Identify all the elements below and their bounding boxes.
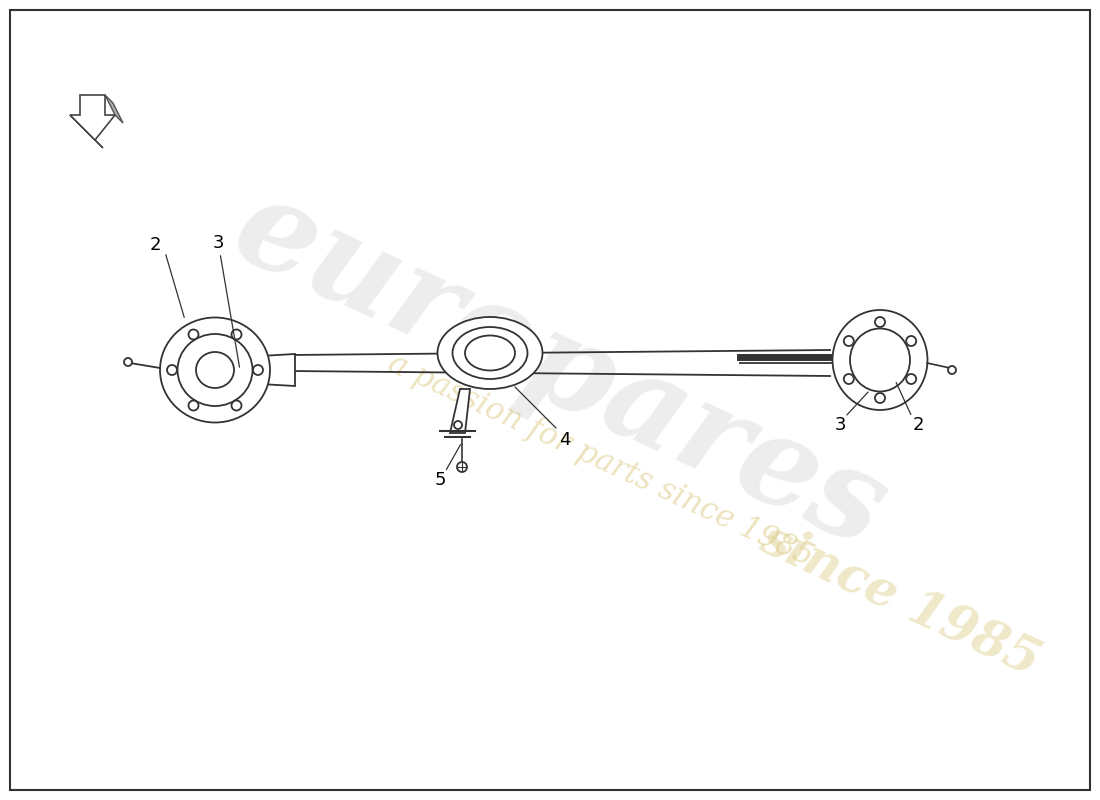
Ellipse shape (438, 317, 542, 389)
Ellipse shape (465, 335, 515, 370)
Circle shape (454, 421, 462, 429)
Text: 2: 2 (912, 416, 924, 434)
Circle shape (231, 401, 242, 410)
Circle shape (844, 336, 854, 346)
Ellipse shape (833, 310, 927, 410)
Text: a passion for parts since 1985: a passion for parts since 1985 (383, 347, 817, 573)
Circle shape (874, 317, 886, 327)
Polygon shape (226, 354, 295, 386)
Polygon shape (104, 95, 123, 123)
Circle shape (167, 365, 177, 375)
Circle shape (948, 366, 956, 374)
Ellipse shape (196, 352, 234, 388)
Circle shape (906, 374, 916, 384)
Text: since 1985: since 1985 (752, 514, 1047, 686)
Polygon shape (70, 115, 103, 148)
Ellipse shape (160, 318, 270, 422)
Circle shape (253, 365, 263, 375)
Polygon shape (70, 95, 116, 140)
Circle shape (874, 393, 886, 403)
Circle shape (906, 336, 916, 346)
Text: 3: 3 (212, 234, 223, 252)
Circle shape (124, 358, 132, 366)
Circle shape (844, 374, 854, 384)
Circle shape (188, 401, 198, 410)
Text: 3: 3 (834, 416, 846, 434)
Circle shape (456, 462, 468, 472)
Text: europares: europares (216, 166, 904, 574)
Circle shape (231, 330, 242, 339)
Polygon shape (450, 389, 470, 433)
Ellipse shape (177, 334, 253, 406)
Ellipse shape (850, 329, 910, 391)
Ellipse shape (452, 327, 528, 379)
Circle shape (188, 330, 198, 339)
Text: 5: 5 (434, 471, 446, 489)
Text: 2: 2 (150, 236, 161, 254)
Text: 4: 4 (559, 431, 571, 449)
